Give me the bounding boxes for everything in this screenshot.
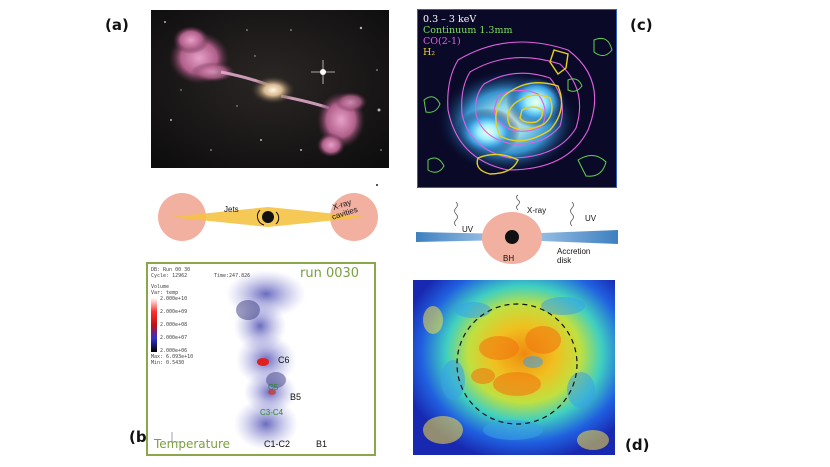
legend-xray: 0.3 – 3 keV [423, 14, 477, 25]
legend-h2: H₂ [423, 47, 436, 58]
clump-b1: B1 [316, 439, 328, 449]
accretion-disk-label: Accretion disk [557, 247, 590, 265]
scale-tick-4: 2.000e+07 [160, 335, 188, 341]
contour-map-image: 0.3 – 3 keV Continuum 1.3mm CO(2-1) H₂ [417, 9, 617, 188]
db-text: DB: Run 00 30 [151, 267, 191, 273]
run-title: run 0030 [300, 266, 360, 281]
scale-tick-2: 2.000e+09 [160, 309, 188, 315]
clump-c6: C6 [278, 355, 290, 365]
radio-galaxy-image [151, 10, 389, 168]
clump-c5: C5 [268, 383, 279, 392]
scale-tick-1: 2.000e+10 [160, 296, 188, 302]
panel-label-a: (a) [105, 16, 129, 34]
stray-dot [376, 184, 378, 186]
panel-label-c: (c) [630, 16, 653, 34]
panel-label-d: (d) [625, 436, 650, 454]
false-color-map [413, 280, 615, 455]
clump-c3-c4: C3-C4 [260, 408, 284, 417]
legend-continuum: Continuum 1.3mm [423, 25, 513, 36]
accretion-line1: Accretion [557, 247, 591, 256]
uv-right-label: UV [585, 214, 597, 223]
legend-co: CO(2-1) [423, 36, 461, 47]
accretion-schematic [412, 190, 622, 272]
xray-label: X-ray [527, 206, 547, 215]
accretion-line2: disk [557, 256, 572, 265]
clump-c1-c2: C1-C2 [264, 439, 291, 449]
max-text: Max: 6.093e+10 [151, 354, 194, 360]
plot-type-text: Volume [151, 284, 170, 290]
jets-schematic [150, 190, 386, 246]
cycle-text: Cycle: 12962 [151, 273, 188, 279]
var-text: Var: temp [151, 290, 179, 296]
simulation-panel: DB: Run 00 30 Cycle: 12962 Time:247.826 … [146, 262, 376, 456]
bh-label: BH [503, 254, 515, 263]
min-text: Min: 0.5430 [151, 360, 185, 366]
temperature-label: Temperature [154, 437, 231, 451]
clump-b5: B5 [290, 392, 302, 402]
uv-left-label: UV [462, 225, 474, 234]
time-text: Time:247.826 [214, 273, 251, 279]
scale-tick-5: 2.000e+06 [160, 348, 188, 354]
scale-tick-3: 2.000e+08 [160, 322, 188, 328]
jets-label: Jets [224, 205, 239, 214]
